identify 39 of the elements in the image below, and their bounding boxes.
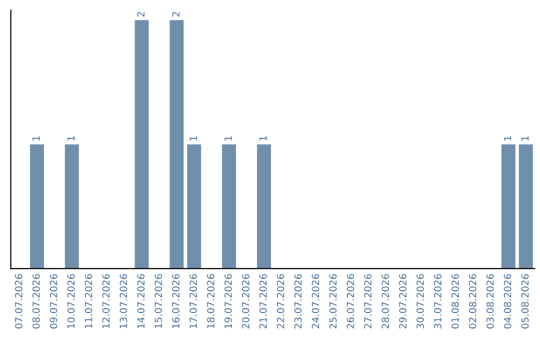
x-tick-label: 12.07.2026 (102, 274, 110, 328)
x-tick-label: 02.08.2026 (468, 274, 476, 328)
x-tick-label: 22.07.2026 (276, 274, 284, 328)
x-tick-label: 25.07.2026 (329, 274, 337, 328)
x-tick-label: 15.07.2026 (154, 274, 162, 328)
data-label: 1 (68, 136, 75, 141)
data-label: 1 (190, 136, 197, 141)
data-label: 1 (504, 136, 512, 141)
x-tick-label: 18.07.2026 (207, 274, 214, 328)
x-tick-label: 10.07.2026 (67, 274, 75, 328)
x-tick-label: 07.07.2026 (14, 274, 22, 328)
x-tick-label: 19.07.2026 (224, 274, 232, 328)
x-tick-label: 31.07.2026 (434, 274, 442, 328)
data-label: 1 (224, 136, 232, 141)
x-tick-label: 08.07.2026 (32, 274, 40, 328)
x-tick-label: 17.07.2026 (190, 274, 197, 328)
x-tick-label: 11.07.2026 (84, 274, 92, 328)
x-tick-label: 27.07.2026 (364, 274, 372, 328)
data-label: 2 (172, 12, 180, 17)
x-tick-label: 09.07.2026 (50, 274, 58, 328)
x-tick-label: 26.07.2026 (346, 274, 354, 328)
x-tick-label: 05.08.2026 (521, 274, 529, 328)
x-tick-label: 13.07.2026 (120, 274, 128, 328)
x-tick-label: 29.07.2026 (399, 274, 406, 328)
x-tick-label: 23.07.2026 (294, 274, 302, 328)
x-tick-label: 04.08.2026 (504, 274, 512, 328)
x-tick-label: 14.07.2026 (137, 274, 145, 328)
x-tick-label: 20.07.2026 (242, 274, 250, 328)
x-tick-label: 01.08.2026 (451, 274, 459, 328)
data-label: 2 (137, 12, 144, 17)
x-tick-label: 16.07.2026 (172, 274, 180, 328)
x-tick-label: 21.07.2026 (259, 274, 267, 328)
x-tick-label: 24.07.2026 (312, 274, 320, 328)
data-label: 1 (32, 136, 40, 141)
x-tick-label: 30.07.2026 (416, 274, 424, 328)
x-tick-label: 28.07.2026 (382, 274, 390, 328)
data-label: 1 (260, 136, 267, 141)
x-tick-label: 03.08.2026 (486, 274, 494, 328)
data-label: 1 (521, 136, 529, 141)
